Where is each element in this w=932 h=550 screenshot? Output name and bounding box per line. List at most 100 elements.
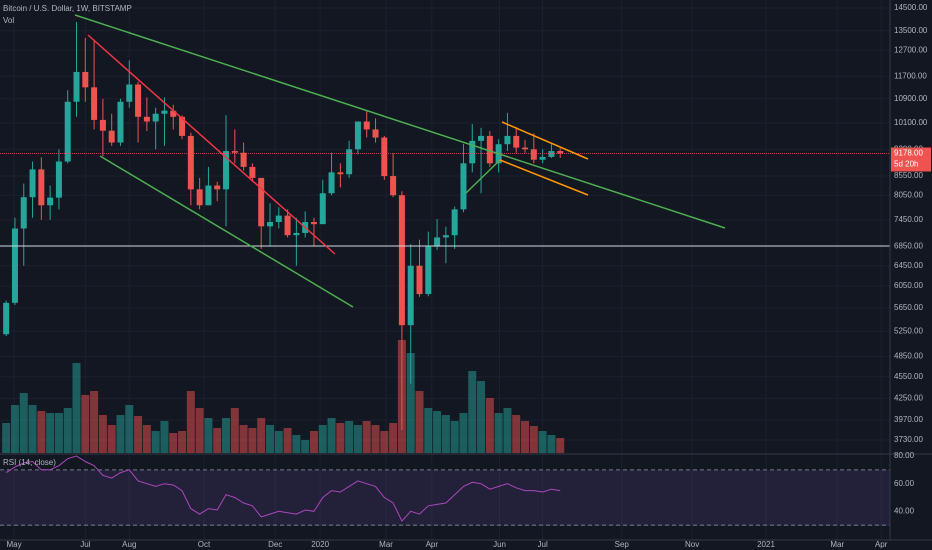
candle-body <box>337 172 344 175</box>
candle-body <box>310 222 317 225</box>
x-tick-label: Oct <box>198 540 211 549</box>
volume-bar <box>468 371 477 453</box>
candle-body <box>135 84 142 117</box>
volume-bar <box>433 411 442 453</box>
x-tick-label: Apr <box>426 540 439 549</box>
rsi-title: RSI (14, close) <box>3 458 56 467</box>
volume-bar <box>292 435 301 453</box>
y-tick-label: 7450.00 <box>894 215 923 224</box>
rsi-line <box>5 455 561 522</box>
candle-body <box>328 172 335 194</box>
volume-bar <box>459 413 468 453</box>
volume-bar <box>380 431 389 453</box>
volume-bar <box>195 408 204 453</box>
volume-bar <box>345 421 354 453</box>
rsi-band-fill <box>0 470 890 526</box>
volume-bar <box>556 438 565 453</box>
candle-body <box>91 87 98 120</box>
candle-body <box>205 185 212 206</box>
candle-body <box>258 177 265 227</box>
candle-body <box>161 110 168 114</box>
volume-bar <box>353 425 362 453</box>
last-price-box <box>891 147 931 172</box>
x-tick-label: Apr <box>875 540 888 549</box>
candle-body <box>170 110 177 117</box>
volume-bar <box>362 421 371 453</box>
y-tick-label: 10900.00 <box>894 94 928 103</box>
trend-line <box>74 14 726 229</box>
volume-bar <box>46 413 55 453</box>
x-tick-label: Jul <box>538 540 548 549</box>
volume-bar <box>450 421 459 453</box>
candle-body <box>196 189 203 206</box>
candle-body <box>539 156 546 160</box>
volume-bar <box>538 431 547 453</box>
chart-title: Bitcoin / U.S. Dollar, 1W, BITSTAMP <box>3 4 132 13</box>
y-tick-label: 40.00 <box>894 506 915 515</box>
volume-bar <box>336 423 345 453</box>
candle-body <box>108 130 115 143</box>
trend-line <box>87 34 336 255</box>
volume-bar <box>424 408 433 453</box>
candle-body <box>3 302 10 335</box>
x-tick-label: Sep <box>615 540 630 549</box>
x-tick-label: 2020 <box>311 540 329 549</box>
candle-body <box>126 84 133 102</box>
volume-bar <box>257 418 266 453</box>
volume-bar <box>485 398 494 453</box>
y-tick-label: 4250.00 <box>894 394 923 403</box>
volume-bar <box>28 405 37 453</box>
volume-bar <box>248 428 257 453</box>
candle-body <box>249 166 256 178</box>
volume-bar <box>107 425 116 453</box>
volume-bar <box>19 393 28 453</box>
x-tick-label: 2021 <box>757 540 775 549</box>
axes: 14500.00 13500.00 12700.00 11700.00 10900.00… <box>7 3 931 549</box>
candle-body <box>460 163 467 210</box>
volume-bar <box>265 425 274 453</box>
volume-bar <box>503 408 512 453</box>
volume-bar <box>529 426 538 453</box>
x-tick-label: Nov <box>685 540 699 549</box>
volume-bar <box>186 391 195 453</box>
candle-body <box>284 215 291 236</box>
candle-body <box>187 135 194 190</box>
candle-body <box>223 151 230 190</box>
volume-title: Vol <box>3 16 14 25</box>
candle-body <box>398 195 405 326</box>
candle-body <box>363 121 370 130</box>
candle-body <box>478 135 485 141</box>
volume-bar <box>125 405 134 453</box>
x-tick-label: May <box>7 540 22 549</box>
volume-bar <box>54 413 63 453</box>
volume-bar <box>521 421 530 453</box>
volume-bar <box>301 440 310 453</box>
candle-body <box>416 265 423 295</box>
candle-body <box>179 116 186 136</box>
candle-body <box>407 265 414 326</box>
plot <box>0 21 890 526</box>
volume-bar <box>327 418 336 453</box>
x-tick-label: Aug <box>122 540 136 549</box>
candle-body <box>425 246 432 295</box>
volume-bar <box>81 395 90 453</box>
y-tick-label: 60.00 <box>894 479 915 488</box>
candle-body <box>504 135 511 145</box>
candle-body <box>319 193 326 225</box>
candle-body <box>47 197 54 206</box>
volume-bar <box>116 415 125 453</box>
y-tick-label: 14500.00 <box>894 3 928 12</box>
candle-body <box>214 185 221 190</box>
y-tick-label: 5250.00 <box>894 326 923 335</box>
y-tick-label: 3970.00 <box>894 415 923 424</box>
candle-body <box>64 101 71 162</box>
volume-bar <box>213 428 222 453</box>
volume-bar <box>274 431 283 453</box>
y-tick-label: 11700.00 <box>894 71 927 80</box>
volume-bar <box>230 408 239 453</box>
y-tick-label: 8050.00 <box>894 190 923 199</box>
y-tick-label: 13500.00 <box>894 26 928 35</box>
y-tick-label: 6850.00 <box>894 242 923 251</box>
volume-bar <box>415 391 424 453</box>
